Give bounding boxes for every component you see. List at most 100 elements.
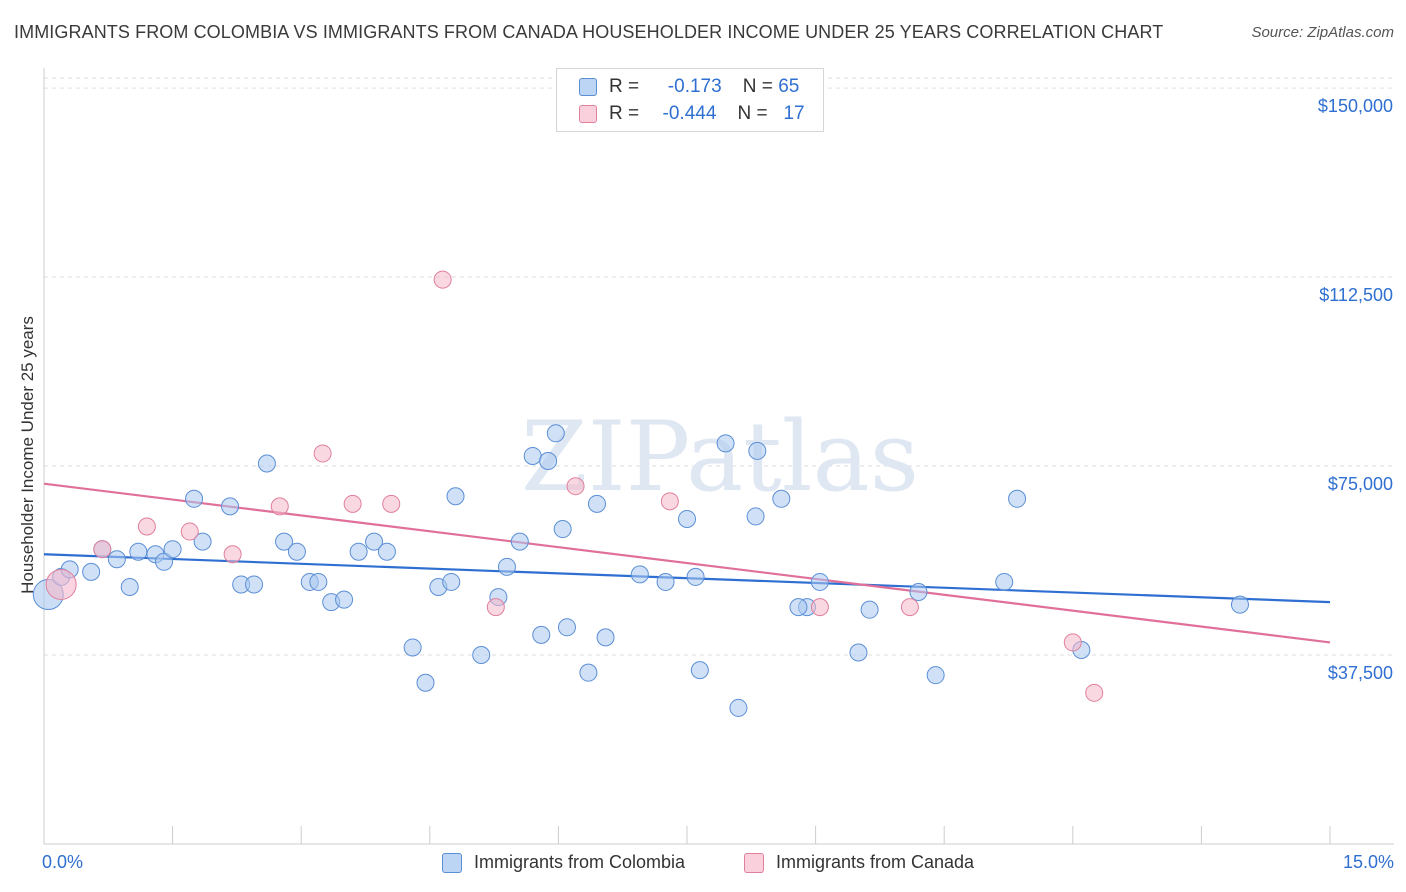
colombia-r-value: -0.173: [667, 76, 722, 97]
canada-point: [900, 598, 919, 617]
colombia-point: [377, 542, 396, 561]
legend-label-canada: Immigrants from Canada: [776, 852, 975, 872]
colombia-legend-swatch-icon: [442, 852, 462, 873]
colombia-point: [287, 542, 306, 561]
colombia-point: [716, 434, 735, 453]
colombia-point: [163, 540, 182, 559]
colombia-point: [539, 452, 558, 470]
canada-point: [486, 598, 505, 617]
canada-point: [1085, 683, 1104, 702]
grid-lines: [44, 77, 1394, 656]
canada-point: [270, 497, 289, 516]
source-credit: Source: ZipAtlas.com: [1251, 24, 1394, 41]
canada-point: [1063, 633, 1082, 652]
colombia-point: [909, 583, 928, 602]
colombia-point: [630, 565, 649, 584]
colombia-point: [193, 532, 212, 551]
colombia-swatch-icon: [579, 78, 597, 96]
colombia-point: [686, 567, 705, 586]
canada-point: [137, 517, 156, 536]
canada-swatch-icon: [579, 105, 597, 123]
legend-label-colombia: Immigrants from Colombia: [474, 852, 686, 872]
colombia-point: [587, 494, 606, 513]
colombia-point: [1230, 595, 1249, 614]
colombia-point: [579, 663, 598, 682]
x-tick-label-min: 0.0%: [42, 852, 84, 872]
legend-item-canada: Immigrants from Canada: [744, 852, 974, 873]
colombia-point: [546, 424, 565, 443]
colombia-point: [107, 550, 126, 569]
watermark: ZIPatlas: [521, 401, 919, 513]
colombia-point: [995, 572, 1014, 591]
canada-point: [433, 270, 452, 289]
colombia-point: [257, 454, 276, 473]
colombia-point: [82, 562, 101, 581]
colombia-point: [523, 446, 542, 465]
colombia-point: [690, 661, 709, 680]
colombia-point: [748, 441, 767, 460]
stats-legend: R = -0.173 N = 65 R = -0.444 N = 17: [556, 68, 824, 132]
colombia-point: [1008, 489, 1027, 508]
colombia-point: [365, 532, 384, 551]
canada-trend-line: [43, 482, 1331, 644]
canada-point: [313, 444, 332, 463]
legend-item-colombia: Immigrants from Colombia: [442, 852, 685, 873]
colombia-point: [810, 572, 829, 591]
colombia-point: [678, 509, 696, 528]
canada-n-value: 17: [783, 103, 805, 124]
y-tick-labels: $37,500 $75,000 $112,500 $150,000: [1318, 96, 1393, 683]
x-tick-label-max: 15.0%: [1342, 852, 1394, 872]
colombia-point: [335, 590, 354, 609]
colombia-point: [185, 489, 204, 508]
axes: [43, 68, 1394, 845]
colombia-point: [442, 572, 461, 591]
y-tick-label: $150,000: [1318, 96, 1393, 116]
colombia-point: [403, 638, 422, 657]
colombia-n-label: N =: [742, 76, 773, 97]
data-points: [32, 270, 1249, 717]
series-legend: Immigrants from Colombia Immigrants from…: [0, 852, 1406, 876]
legend-row-colombia: R = -0.173 N = 65: [579, 75, 799, 99]
colombia-point: [746, 507, 765, 526]
canada-point: [810, 598, 829, 617]
canada-point: [566, 477, 585, 496]
y-tick-label: $112,500: [1319, 285, 1393, 305]
colombia-point: [349, 542, 368, 561]
canada-point: [660, 492, 679, 511]
colombia-point: [497, 557, 516, 576]
canada-point: [223, 545, 242, 564]
colombia-point: [849, 643, 868, 662]
colombia-point: [221, 497, 240, 516]
colombia-point: [510, 532, 529, 551]
colombia-point: [789, 598, 808, 617]
y-tick-label: $37,500: [1328, 663, 1393, 683]
canada-point: [45, 568, 77, 600]
colombia-r-label: R =: [609, 76, 640, 97]
colombia-n-value: 65: [778, 76, 800, 97]
colombia-point: [532, 625, 551, 644]
colombia-point: [926, 666, 945, 685]
chart-title: IMMIGRANTS FROM COLOMBIA VS IMMIGRANTS F…: [14, 22, 1164, 42]
colombia-point: [472, 646, 491, 665]
canada-r-value: -0.444: [662, 103, 717, 124]
canada-legend-swatch-icon: [744, 852, 764, 873]
colombia-point: [309, 572, 328, 591]
colombia-point: [596, 628, 615, 647]
colombia-point: [772, 489, 791, 508]
canada-point: [93, 540, 112, 559]
canada-point: [343, 494, 362, 513]
canada-n-label: N =: [737, 103, 768, 124]
colombia-point: [553, 520, 572, 539]
colombia-point: [120, 577, 139, 596]
colombia-point: [860, 600, 879, 619]
colombia-point: [656, 572, 675, 591]
canada-point: [180, 522, 199, 541]
y-tick-label: $75,000: [1328, 474, 1393, 494]
colombia-point: [129, 542, 148, 561]
colombia-point: [557, 618, 576, 637]
colombia-point: [155, 552, 174, 571]
colombia-point: [275, 532, 294, 551]
colombia-point: [245, 575, 264, 594]
colombia-point: [446, 487, 465, 506]
